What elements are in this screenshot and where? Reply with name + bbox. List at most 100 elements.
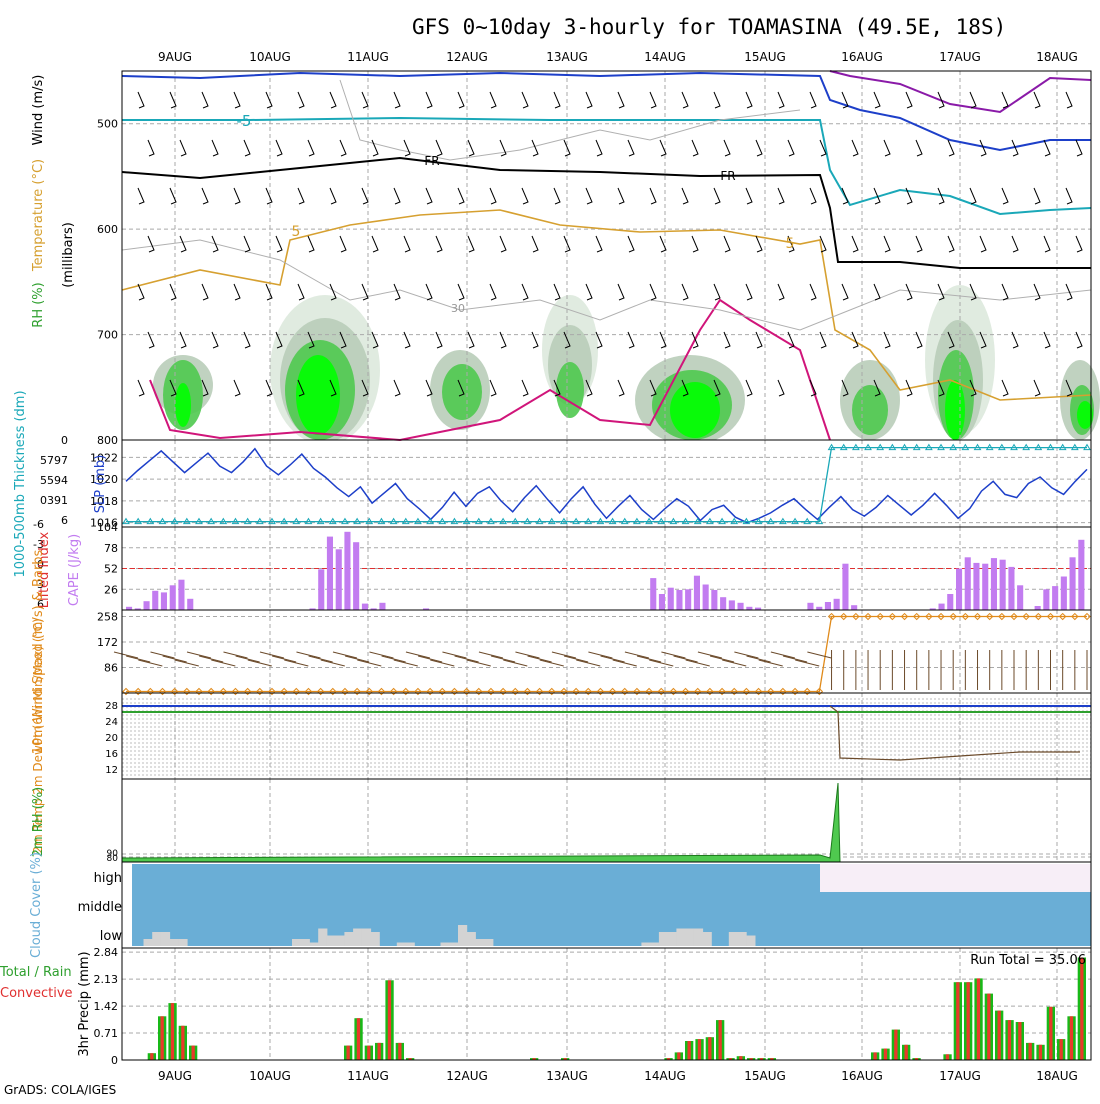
upper-wind-barb xyxy=(233,91,241,109)
upper-wind-barb xyxy=(393,187,401,205)
bottom-day-label: 15AUG xyxy=(744,1069,786,1083)
thickness-tick-label: 5594 xyxy=(40,474,68,487)
cape-bar xyxy=(824,602,831,610)
cloud-low-bar xyxy=(309,942,319,946)
li-axis-label: Lifted Index xyxy=(37,531,52,608)
upper-wind-barb xyxy=(937,379,945,397)
precip-convective-bar xyxy=(697,1039,702,1060)
cape-bar xyxy=(990,558,997,610)
upper-wind-barb xyxy=(659,235,667,253)
wind-barb xyxy=(807,651,832,659)
wind-barb xyxy=(430,659,455,667)
upper-wind-barb xyxy=(595,139,603,157)
rh-shade xyxy=(296,355,340,435)
precip-convective-bar xyxy=(1049,1006,1053,1060)
rh-frame xyxy=(121,778,1092,863)
upper-wind-barb xyxy=(905,379,913,397)
upper-wind-barb xyxy=(787,331,795,349)
footer-credit: GrADS: COLA/IGES xyxy=(4,1083,116,1097)
rh-tick-label: 90 xyxy=(107,849,119,859)
precip-convective-bar xyxy=(398,1042,402,1060)
top-day-label: 13AUG xyxy=(546,50,588,64)
millibars-label: (millibars) xyxy=(61,222,76,288)
upper-wind-barb xyxy=(681,379,689,397)
wind-barb xyxy=(709,655,735,663)
run-total: Run Total = 35.06 xyxy=(970,953,1086,968)
upper-wind-barb xyxy=(969,379,977,397)
upper-wind-barb xyxy=(553,91,561,109)
upper-wind-barb xyxy=(489,187,497,205)
upper-wind-barb xyxy=(393,379,401,397)
upper-wind-barb xyxy=(211,235,219,253)
precip-convective-bar xyxy=(1080,957,1084,1060)
upper-wind-barb xyxy=(809,91,817,109)
upper-wind-barb xyxy=(179,235,187,253)
cape-bar xyxy=(423,608,430,610)
wind-barb xyxy=(722,659,747,667)
wind-barb xyxy=(795,659,820,667)
upper-wind-barb xyxy=(275,331,283,349)
freezing-level-contour xyxy=(121,156,1091,269)
wind-barb xyxy=(539,659,564,667)
convective-label: Convective xyxy=(0,986,73,1001)
rh-tick-label: 80 xyxy=(107,854,119,864)
precip-convective-bar xyxy=(997,1010,1001,1060)
upper-wind-barb xyxy=(521,187,529,205)
wind-barb xyxy=(503,659,528,667)
cloud-low-bar xyxy=(152,932,162,946)
wind-barb xyxy=(576,659,601,667)
temp-minmax-line xyxy=(829,705,1080,761)
upper-wind-barb xyxy=(745,283,753,301)
upper-wind-barb xyxy=(201,91,209,109)
top-day-label: 9AUG xyxy=(158,50,192,64)
li-tick-label: 3 xyxy=(37,578,44,591)
upper-wind-barb xyxy=(531,331,539,349)
upper-wind-barb xyxy=(947,235,955,253)
upper-wind-barb xyxy=(851,139,859,157)
rh-clip-mask xyxy=(122,440,1091,580)
upper-wind-barb xyxy=(457,283,465,301)
upper-wind-barb xyxy=(275,235,283,253)
upper-wind-barb xyxy=(841,91,849,109)
upper-wind-barb xyxy=(1043,139,1051,157)
wind-barb xyxy=(308,655,333,663)
upper-wind-barb xyxy=(371,331,379,349)
precip-convective-bar xyxy=(873,1052,877,1060)
wind-barb xyxy=(612,659,637,667)
upper-wind-barb xyxy=(723,331,731,349)
upper-wind-barb xyxy=(1065,283,1073,301)
cloud-low-bar xyxy=(693,928,704,946)
wind-barb xyxy=(515,651,540,659)
upper-wind-barb xyxy=(425,91,433,109)
wind-barb xyxy=(235,655,260,663)
cape-bar xyxy=(1043,589,1050,611)
wind-barb xyxy=(369,651,394,659)
cape-bar xyxy=(361,603,368,610)
upper-wind-barb xyxy=(937,91,945,109)
upper-wind-barb xyxy=(585,283,593,301)
rh2m-axis-label: 2m RH (%) xyxy=(31,787,46,858)
upper-wind-barb xyxy=(265,187,273,205)
wind-barb xyxy=(417,655,443,663)
upper-wind-barb xyxy=(713,283,721,301)
cloud-low-bar xyxy=(737,932,747,946)
wind-barb xyxy=(174,659,199,667)
upper-wind-barb xyxy=(937,187,945,205)
slp-line xyxy=(125,447,1088,524)
upper-wind-barb xyxy=(1065,379,1073,397)
precip-convective-bar xyxy=(728,1058,733,1060)
cloud-low-bar xyxy=(160,932,171,946)
upper-wind-barb xyxy=(179,139,187,157)
cloud-low-bar xyxy=(370,932,380,946)
wind-barb xyxy=(673,655,698,663)
wind-barb xyxy=(162,655,187,663)
precip-convective-bar xyxy=(1069,1016,1074,1060)
li-tick-label: -3 xyxy=(33,538,44,551)
cloud-low-bar xyxy=(300,939,310,946)
upper-wind-barb xyxy=(691,331,699,349)
bottom-day-label: 16AUG xyxy=(841,1069,883,1083)
wind-barb xyxy=(199,655,224,663)
bottom-day-label: 9AUG xyxy=(158,1069,192,1083)
precip-convective-bar xyxy=(1028,1042,1032,1060)
upper-wind-barb xyxy=(809,283,817,301)
